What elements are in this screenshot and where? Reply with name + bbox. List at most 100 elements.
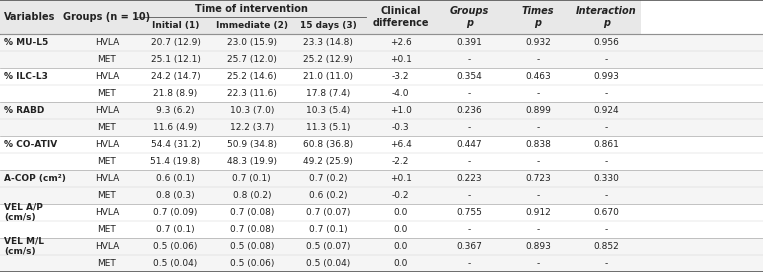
- Text: 0.0: 0.0: [394, 208, 407, 217]
- Text: -: -: [468, 123, 471, 132]
- Text: 0.893: 0.893: [525, 242, 551, 251]
- Text: 0.755: 0.755: [456, 208, 482, 217]
- Bar: [366, 17, 435, 34]
- Text: 0.367: 0.367: [456, 242, 482, 251]
- Text: MET: MET: [98, 55, 116, 64]
- Text: 0.5 (0.06): 0.5 (0.06): [153, 242, 198, 251]
- Text: 21.0 (11.0): 21.0 (11.0): [303, 72, 353, 81]
- Text: +0.1: +0.1: [390, 55, 411, 64]
- Text: -: -: [605, 191, 608, 200]
- Text: -: -: [536, 259, 539, 268]
- Text: Interaction
p: Interaction p: [576, 6, 637, 28]
- Text: 48.3 (19.9): 48.3 (19.9): [227, 157, 277, 166]
- Text: Clinical
difference: Clinical difference: [372, 6, 429, 28]
- Bar: [366, 0, 435, 17]
- Text: -: -: [605, 89, 608, 98]
- Text: 0.0: 0.0: [394, 225, 407, 234]
- Bar: [435, 0, 504, 17]
- Text: 0.932: 0.932: [525, 38, 551, 47]
- Bar: [0, 51, 763, 68]
- Text: 0.7 (0.07): 0.7 (0.07): [306, 208, 350, 217]
- Bar: [290, 17, 366, 34]
- Text: -4.0: -4.0: [392, 89, 409, 98]
- Text: 25.2 (12.9): 25.2 (12.9): [303, 55, 353, 64]
- Text: -: -: [468, 157, 471, 166]
- Text: +0.1: +0.1: [390, 174, 411, 183]
- Text: 10.3 (5.4): 10.3 (5.4): [306, 106, 350, 115]
- Text: -: -: [605, 55, 608, 64]
- Text: 0.463: 0.463: [525, 72, 551, 81]
- Text: 0.7 (0.1): 0.7 (0.1): [233, 174, 271, 183]
- Text: % RABD: % RABD: [4, 106, 44, 115]
- Text: 11.3 (5.1): 11.3 (5.1): [306, 123, 350, 132]
- Bar: [214, 17, 290, 34]
- Text: 21.8 (8.9): 21.8 (8.9): [153, 89, 198, 98]
- Bar: [0, 119, 763, 136]
- Text: -: -: [468, 55, 471, 64]
- Text: 0.5 (0.04): 0.5 (0.04): [153, 259, 198, 268]
- Text: % ILC-L3: % ILC-L3: [4, 72, 48, 81]
- Text: MET: MET: [98, 259, 116, 268]
- Text: A-COP (cm²): A-COP (cm²): [4, 174, 66, 183]
- Text: 0.7 (0.2): 0.7 (0.2): [309, 174, 347, 183]
- Text: VEL A/P
(cm/s): VEL A/P (cm/s): [4, 203, 43, 222]
- Text: 25.7 (12.0): 25.7 (12.0): [227, 55, 277, 64]
- Text: 50.9 (34.8): 50.9 (34.8): [227, 140, 277, 149]
- Text: 24.2 (14.7): 24.2 (14.7): [150, 72, 201, 81]
- Bar: [0, 255, 763, 272]
- Text: 0.7 (0.1): 0.7 (0.1): [309, 225, 347, 234]
- Text: -: -: [605, 225, 608, 234]
- Text: 0.236: 0.236: [456, 106, 482, 115]
- Text: -: -: [468, 225, 471, 234]
- Text: HVLA: HVLA: [95, 174, 119, 183]
- Text: MET: MET: [98, 89, 116, 98]
- Bar: [76, 0, 137, 17]
- Text: % MU-L5: % MU-L5: [4, 38, 48, 47]
- Text: -: -: [468, 89, 471, 98]
- Text: 0.0: 0.0: [394, 242, 407, 251]
- Text: -0.3: -0.3: [391, 123, 410, 132]
- Bar: [137, 17, 214, 34]
- Bar: [214, 0, 290, 17]
- Text: -: -: [536, 225, 539, 234]
- Text: 0.447: 0.447: [456, 140, 482, 149]
- Bar: [0, 170, 763, 187]
- Text: -0.2: -0.2: [392, 191, 409, 200]
- Bar: [504, 17, 572, 34]
- Text: 0.5 (0.06): 0.5 (0.06): [230, 259, 274, 268]
- Text: MET: MET: [98, 191, 116, 200]
- Text: % CO-ATIV: % CO-ATIV: [4, 140, 57, 149]
- Text: VEL M/L
(cm/s): VEL M/L (cm/s): [4, 237, 43, 256]
- Text: 0.993: 0.993: [594, 72, 620, 81]
- Text: Groups
p: Groups p: [449, 6, 489, 28]
- Text: -: -: [536, 157, 539, 166]
- Text: 15 days (3): 15 days (3): [300, 21, 356, 30]
- Text: 0.924: 0.924: [594, 106, 620, 115]
- Bar: [0, 34, 763, 51]
- Text: -: -: [605, 157, 608, 166]
- Bar: [76, 17, 137, 34]
- Text: 0.6 (0.1): 0.6 (0.1): [156, 174, 195, 183]
- Text: 22.3 (11.6): 22.3 (11.6): [227, 89, 277, 98]
- Bar: [435, 17, 504, 34]
- Text: 0.670: 0.670: [594, 208, 620, 217]
- Text: 0.5 (0.07): 0.5 (0.07): [306, 242, 350, 251]
- Text: 0.391: 0.391: [456, 38, 482, 47]
- Text: +6.4: +6.4: [390, 140, 411, 149]
- Text: Times
p: Times p: [522, 6, 554, 28]
- Text: 0.5 (0.04): 0.5 (0.04): [306, 259, 350, 268]
- Bar: [0, 238, 763, 255]
- Text: -: -: [605, 259, 608, 268]
- Text: 11.6 (4.9): 11.6 (4.9): [153, 123, 198, 132]
- Text: -: -: [536, 191, 539, 200]
- Text: 0.223: 0.223: [456, 174, 482, 183]
- Text: 12.2 (3.7): 12.2 (3.7): [230, 123, 274, 132]
- Text: 20.7 (12.9): 20.7 (12.9): [150, 38, 201, 47]
- Text: HVLA: HVLA: [95, 72, 119, 81]
- Text: Initial (1): Initial (1): [152, 21, 199, 30]
- Text: -: -: [468, 191, 471, 200]
- Bar: [0, 0, 76, 17]
- Text: -2.2: -2.2: [392, 157, 409, 166]
- Text: HVLA: HVLA: [95, 242, 119, 251]
- Text: -: -: [468, 259, 471, 268]
